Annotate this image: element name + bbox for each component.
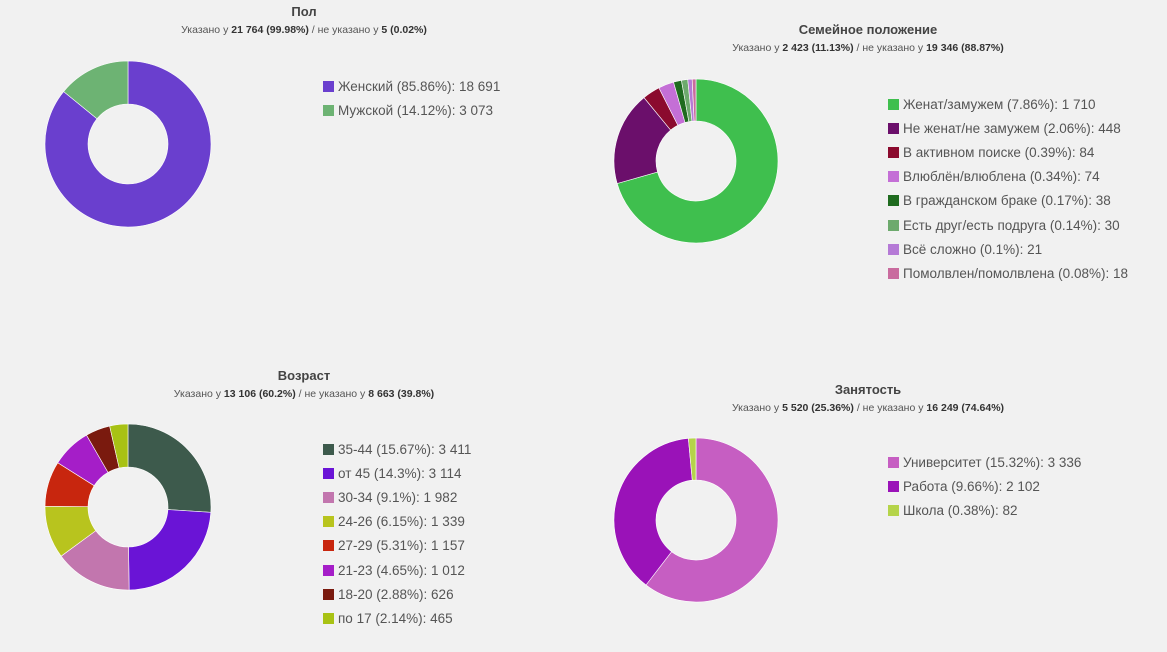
pie-slice-1[interactable] bbox=[63, 60, 129, 120]
legend-label: Работа (9.66%): 2 102 bbox=[903, 478, 1040, 494]
chart-title: Пол bbox=[291, 4, 317, 19]
chart-subtitle: Указано у 2 423 (11.13%) / не указано у … bbox=[732, 42, 1004, 54]
chart-legend: 35-44 (15.67%): 3 411 от 45 (14.3%): 3 11… bbox=[323, 437, 471, 631]
chart-subtitle: Указано у 13 106 (60.2%) / не указано у … bbox=[173, 388, 435, 400]
chart-title: Занятость bbox=[834, 382, 902, 397]
legend-label: В активном поиске (0.39%): 84 bbox=[903, 144, 1095, 160]
legend-label: Женат/замужем (7.86%): 1 710 bbox=[903, 96, 1096, 112]
legend-swatch bbox=[888, 122, 899, 134]
legend-swatch bbox=[323, 467, 334, 479]
legend-swatch bbox=[888, 267, 899, 279]
chart-subtitle: Указано у 21 764 (99.98%) / не указано у… bbox=[181, 24, 427, 36]
legend-item[interactable]: В активном поиске (0.39%): 84 bbox=[888, 140, 1128, 164]
legend-swatch bbox=[888, 456, 899, 468]
legend-item[interactable]: Мужской (14.12%): 3 073 bbox=[323, 98, 500, 122]
pie-slice-0[interactable] bbox=[616, 78, 779, 244]
legend-label: Мужской (14.12%): 3 073 bbox=[338, 102, 493, 118]
legend-label: 30-34 (9.1%): 1 982 bbox=[338, 489, 458, 505]
donut-chart bbox=[613, 78, 779, 244]
legend-label: от 45 (14.3%): 3 114 bbox=[338, 465, 462, 481]
chart-legend: Университет (15.32%): 3 336 Работа (9.66%… bbox=[888, 450, 1081, 523]
legend-swatch bbox=[888, 243, 899, 255]
legend-swatch bbox=[888, 98, 899, 110]
legend-swatch bbox=[888, 146, 899, 158]
pie-slice-1[interactable] bbox=[128, 509, 212, 591]
legend-swatch bbox=[888, 171, 899, 183]
donut-chart bbox=[613, 437, 779, 603]
legend-item[interactable]: Школа (0.38%): 82 bbox=[888, 498, 1081, 522]
legend-swatch bbox=[323, 80, 334, 92]
legend-label: 35-44 (15.67%): 3 411 bbox=[338, 441, 472, 457]
chart-title: Семейное положение bbox=[798, 22, 938, 37]
legend-item[interactable]: Женат/замужем (7.86%): 1 710 bbox=[888, 92, 1128, 116]
donut-chart bbox=[44, 423, 212, 591]
legend-swatch bbox=[888, 219, 899, 231]
legend-item[interactable]: Есть друг/есть подруга (0.14%): 30 bbox=[888, 213, 1128, 237]
legend-label: Школа (0.38%): 82 bbox=[903, 502, 1018, 518]
legend-item[interactable]: Всё сложно (0.1%): 21 bbox=[888, 237, 1128, 261]
legend-item[interactable]: Работа (9.66%): 2 102 bbox=[888, 474, 1081, 498]
legend-swatch bbox=[323, 104, 334, 116]
legend-item[interactable]: Помолвлен/помолвлена (0.08%): 18 bbox=[888, 261, 1128, 285]
legend-item[interactable]: 35-44 (15.67%): 3 411 bbox=[323, 437, 471, 461]
legend-item[interactable]: 27-29 (5.31%): 1 157 bbox=[323, 534, 471, 558]
chart-subtitle: Указано у 5 520 (25.36%) / не указано у … bbox=[731, 402, 1005, 414]
legend-label: по 17 (2.14%): 465 bbox=[338, 610, 453, 626]
legend-swatch bbox=[888, 480, 899, 492]
legend-swatch bbox=[888, 195, 899, 207]
legend-swatch bbox=[888, 504, 899, 516]
chart-legend: Женский (85.86%): 18 691 Мужской (14.12%)… bbox=[323, 74, 500, 122]
pie-slice-0[interactable] bbox=[44, 60, 212, 228]
legend-label: Женский (85.86%): 18 691 bbox=[338, 78, 501, 94]
legend-swatch bbox=[323, 588, 334, 600]
legend-item[interactable]: В гражданском браке (0.17%): 38 bbox=[888, 189, 1128, 213]
legend-item[interactable]: 24-26 (6.15%): 1 339 bbox=[323, 510, 471, 534]
legend-label: В гражданском браке (0.17%): 38 bbox=[903, 193, 1111, 209]
legend-label: 27-29 (5.31%): 1 157 bbox=[338, 538, 465, 554]
legend-swatch bbox=[323, 491, 334, 503]
legend-label: Есть друг/есть подруга (0.14%): 30 bbox=[903, 217, 1120, 233]
legend-item[interactable]: 30-34 (9.1%): 1 982 bbox=[323, 485, 471, 509]
legend-item[interactable]: по 17 (2.14%): 465 bbox=[323, 606, 471, 630]
legend-item[interactable]: 21-23 (4.65%): 1 012 bbox=[323, 558, 471, 582]
legend-label: Университет (15.32%): 3 336 bbox=[903, 454, 1082, 470]
legend-item[interactable]: Влюблён/влюблена (0.34%): 74 bbox=[888, 165, 1128, 189]
legend-swatch bbox=[323, 564, 334, 576]
chart-legend: Женат/замужем (7.86%): 1 710 Не женат/не … bbox=[888, 92, 1128, 286]
chart-title: Возраст bbox=[277, 368, 331, 383]
legend-item[interactable]: 18-20 (2.88%): 626 bbox=[323, 582, 471, 606]
legend-swatch bbox=[323, 540, 334, 552]
legend-swatch bbox=[323, 516, 334, 528]
legend-label: 21-23 (4.65%): 1 012 bbox=[338, 562, 465, 578]
pie-slice-2[interactable] bbox=[688, 437, 697, 481]
legend-swatch bbox=[323, 612, 334, 624]
legend-swatch bbox=[323, 443, 334, 455]
donut-chart bbox=[44, 60, 212, 228]
legend-label: Помолвлен/помолвлена (0.08%): 18 bbox=[903, 265, 1128, 281]
pie-slice-7[interactable] bbox=[691, 78, 697, 122]
pie-slice-0[interactable] bbox=[645, 437, 779, 603]
legend-label: 18-20 (2.88%): 626 bbox=[338, 586, 454, 602]
legend-item[interactable]: от 45 (14.3%): 3 114 bbox=[323, 461, 471, 485]
legend-label: Всё сложно (0.1%): 21 bbox=[903, 241, 1043, 257]
pie-slice-0[interactable] bbox=[127, 423, 212, 513]
legend-label: 24-26 (6.15%): 1 339 bbox=[338, 514, 465, 530]
pie-slice-7[interactable] bbox=[109, 423, 129, 469]
legend-item[interactable]: Не женат/не замужем (2.06%): 448 bbox=[888, 116, 1128, 140]
legend-label: Не женат/не замужем (2.06%): 448 bbox=[903, 120, 1121, 136]
pie-slice-1[interactable] bbox=[613, 438, 693, 586]
legend-item[interactable]: Университет (15.32%): 3 336 bbox=[888, 450, 1081, 474]
legend-item[interactable]: Женский (85.86%): 18 691 bbox=[323, 74, 500, 98]
legend-label: Влюблён/влюблена (0.34%): 74 bbox=[903, 169, 1100, 185]
